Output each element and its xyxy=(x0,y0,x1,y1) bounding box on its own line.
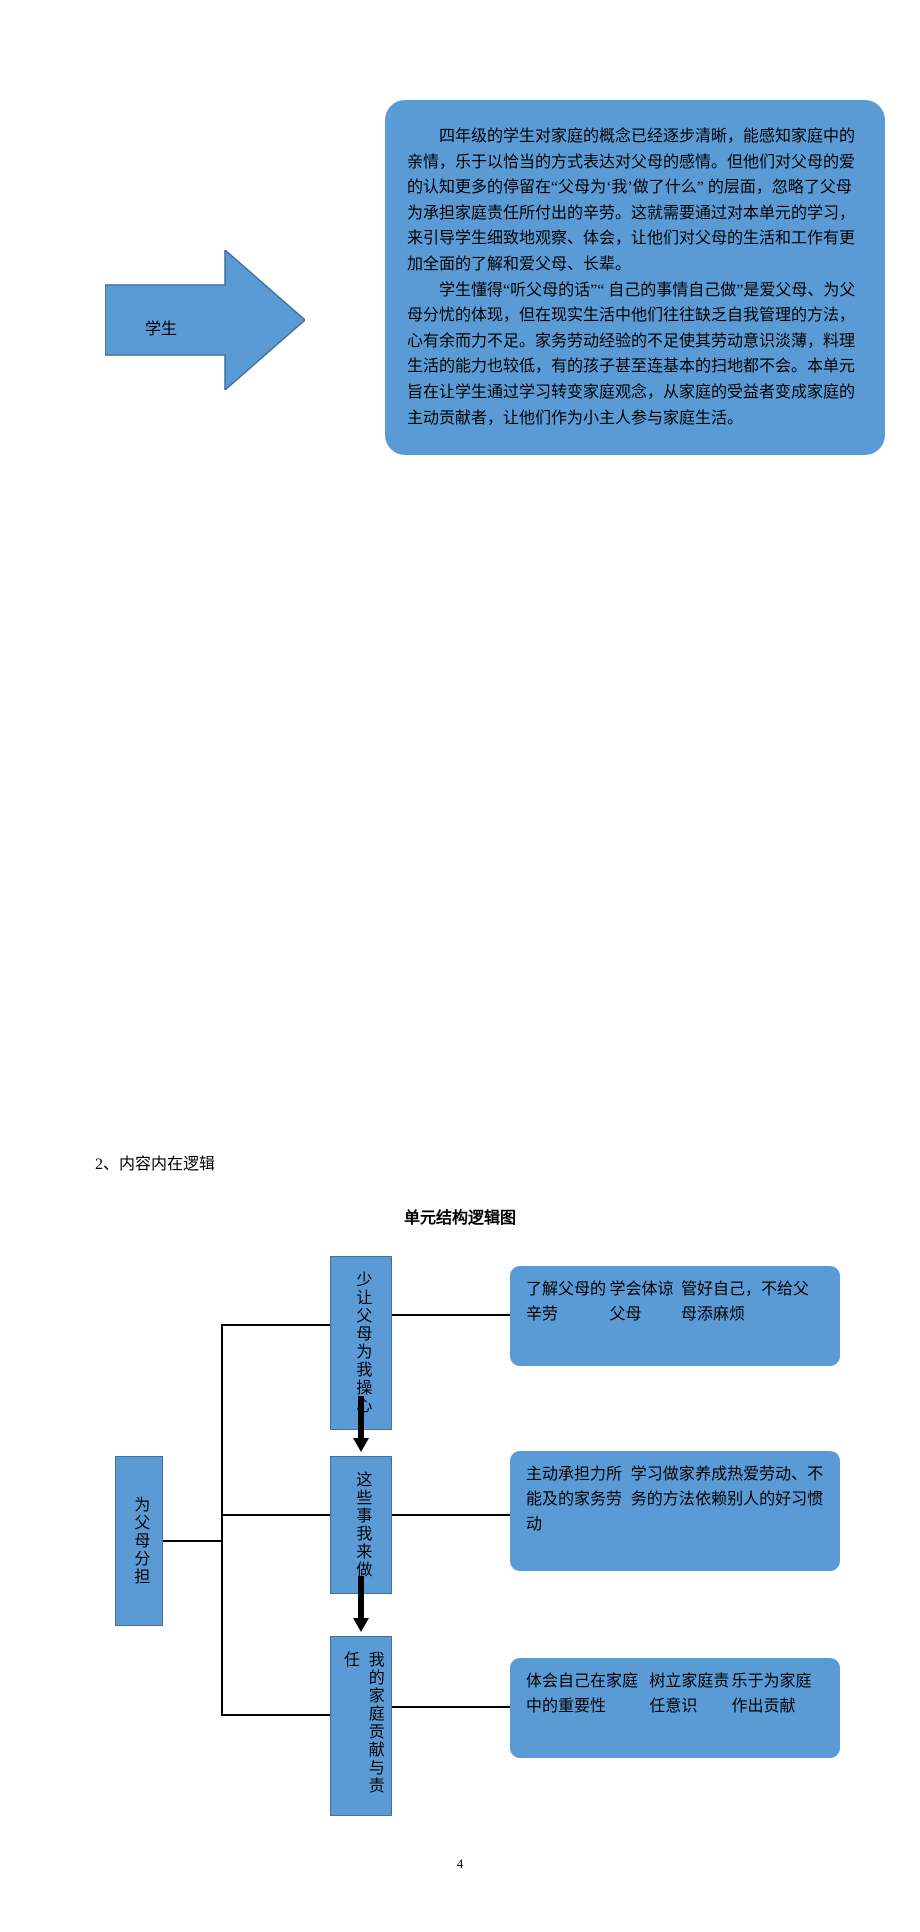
detail-line: 学会体谅父母 xyxy=(609,1278,681,1328)
conn-root-out xyxy=(163,1540,223,1542)
detail-line: 了解父母的辛劳 xyxy=(526,1278,609,1328)
detail-line: 树立家庭责任意识 xyxy=(649,1670,731,1720)
detail-line: 学习做家务的方法 xyxy=(631,1463,695,1513)
root-node: 为父母分担 xyxy=(115,1456,163,1626)
detail-3: 体会自己在家庭中的重要性树立家庭责任意识乐于为家庭作出贡献 xyxy=(510,1658,840,1758)
section-heading: 2、内容内在逻辑 xyxy=(95,1150,845,1174)
student-analysis-section: 学生 四年级的学生对家庭的概念已经逐步清晰，能感知家庭中的亲情，乐于以恰当的方式… xyxy=(75,90,845,590)
node-3-label: 我的家庭贡献与责任 xyxy=(336,1651,386,1801)
node-3: 我的家庭贡献与责任 xyxy=(330,1636,392,1816)
detail-line: 体会自己在家庭中的重要性 xyxy=(526,1670,649,1720)
arrow-stem-2 xyxy=(358,1576,364,1618)
arrow-head-1 xyxy=(353,1438,369,1452)
conn-n2-d2 xyxy=(392,1514,510,1516)
arrow-head-2 xyxy=(353,1618,369,1632)
detail-1: 了解父母的辛劳学会体谅父母管好自己，不给父母添麻烦 xyxy=(510,1266,840,1366)
conn-to-n2 xyxy=(221,1514,330,1516)
detail-2: 主动承担力所能及的家务劳动学习做家务的方法养成热爱劳动、不依赖别人的好习惯 xyxy=(510,1451,840,1571)
paragraph-1: 四年级的学生对家庭的概念已经逐步清晰，能感知家庭中的亲情，乐于以恰当的方式表达对… xyxy=(407,124,863,278)
conn-to-n3 xyxy=(221,1714,330,1716)
sub-title: 单元结构逻辑图 xyxy=(75,1204,845,1228)
conn-n3-d3 xyxy=(392,1706,510,1708)
arrow-polygon xyxy=(105,250,305,390)
student-description-box: 四年级的学生对家庭的概念已经逐步清晰，能感知家庭中的亲情，乐于以恰当的方式表达对… xyxy=(385,100,885,455)
detail-line: 管好自己，不给父母添麻烦 xyxy=(681,1278,824,1328)
arrow-label: 学生 xyxy=(145,315,177,339)
detail-line: 主动承担力所能及的家务劳动 xyxy=(526,1463,631,1537)
node-1-label: 少让父母为我操心 xyxy=(349,1271,374,1415)
conn-to-n1 xyxy=(221,1324,330,1326)
node-2-label: 这些事我来做 xyxy=(349,1471,374,1579)
paragraph-2: 学生懂得“听父母的话”“ 自己的事情自己做”是爱父母、为父母分忧的体现，但在现实… xyxy=(407,278,863,432)
detail-line: 乐于为家庭作出贡献 xyxy=(732,1670,824,1720)
page-number: 4 xyxy=(75,1856,845,1872)
node-2: 这些事我来做 xyxy=(330,1456,392,1594)
conn-n1-d1 xyxy=(392,1314,510,1316)
detail-line: 养成热爱劳动、不依赖别人的好习惯 xyxy=(695,1463,824,1513)
arrow-stem-1 xyxy=(358,1396,364,1438)
conn-root-vert xyxy=(221,1324,223,1716)
flowchart: 为父母分担 少让父母为我操心 这些事我来做 我的家庭贡献与责任 了解父母的辛劳学… xyxy=(115,1256,845,1816)
root-label: 为父母分担 xyxy=(127,1496,152,1586)
student-arrow xyxy=(105,250,305,395)
